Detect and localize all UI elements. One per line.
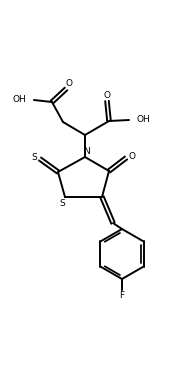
Text: S: S	[31, 153, 37, 162]
Text: OH: OH	[137, 116, 150, 124]
Text: O: O	[65, 79, 73, 88]
Text: O: O	[128, 152, 135, 161]
Text: S: S	[60, 199, 65, 208]
Text: OH: OH	[13, 96, 26, 104]
Text: O: O	[104, 91, 111, 100]
Text: N: N	[83, 147, 89, 156]
Text: F: F	[119, 291, 125, 300]
